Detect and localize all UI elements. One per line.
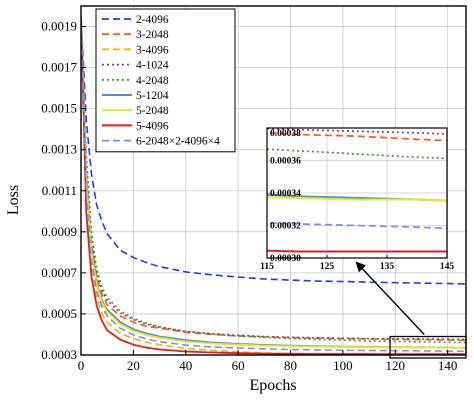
legend: 2-4096 3-2048 3-4096 4-1024 4-2048 5-1204 5-20…	[95, 8, 236, 153]
main-series-lines	[81, 16, 466, 355]
legend-label: 3-4096	[136, 44, 169, 56]
x-axis-title: Epochs	[249, 377, 296, 394]
y-tick-label: 0.0019	[41, 19, 77, 34]
x-tick-label: 100	[333, 358, 353, 373]
legend-label: 5-1204	[136, 90, 169, 102]
inset-x-tick-label: 135	[380, 262, 395, 272]
inset-frame	[266, 127, 448, 259]
y-axis-title: Loss	[5, 185, 22, 215]
x-tick-label: 40	[179, 358, 192, 373]
legend-label: 3-2048	[136, 29, 169, 41]
inset-y-tick-label: 0.00032	[270, 222, 301, 232]
x-tick-label: 80	[284, 358, 297, 373]
series-line	[81, 16, 466, 353]
zoom-region-box	[389, 335, 467, 359]
legend-label: 5-4096	[136, 120, 169, 132]
series-line	[81, 16, 466, 341]
zoom-arrow	[355, 261, 425, 336]
inset-series-line	[267, 148, 447, 160]
x-tick-label: 140	[438, 358, 458, 373]
plot-area-frame	[80, 5, 467, 356]
inset-y-tick-label: 0.00036	[270, 157, 301, 167]
y-tick-label: 0.0017	[41, 60, 77, 75]
series-line	[81, 16, 396, 355]
inset-series-lines	[267, 128, 447, 253]
inset-x-tick-label: 125	[320, 262, 335, 272]
x-tick-label: 20	[127, 358, 140, 373]
legend-label: 4-2048	[136, 75, 169, 87]
y-tick-label: 0.0007	[41, 265, 77, 280]
series-line	[81, 16, 466, 355]
y-tick-label: 0.0013	[41, 142, 77, 157]
inset-y-tick-label: 0.00038	[270, 129, 301, 139]
inset-series-line	[267, 196, 447, 202]
inset-y-tick-label: 0.00030	[270, 254, 301, 264]
inset-x-tick-label: 115	[260, 262, 274, 272]
series-line	[81, 16, 466, 285]
legend-label: 5-2048	[136, 105, 169, 117]
y-tick-label: 0.0005	[41, 306, 77, 321]
inset-x-tick-label: 145	[440, 262, 455, 272]
inset-series-line	[267, 249, 447, 253]
inset-series-line	[267, 128, 447, 135]
y-tick-label: 0.0009	[41, 224, 77, 239]
x-tick-label: 0	[78, 358, 85, 373]
legend-label: 4-1024	[136, 60, 169, 72]
y-tick-label: 0.0015	[41, 101, 77, 116]
inset-axis-ticks: 115 125 135 145 0.00030 0.00032 0.00034 0.00036…	[260, 129, 454, 272]
inset-series-line	[267, 222, 447, 230]
axis-ticks: 0 20 40 60 80 100 120 140 0.0003 0.0005 0.0007 0.00…	[41, 19, 457, 373]
y-tick-label: 0.0011	[42, 183, 77, 198]
inset-y-tick-label: 0.00034	[270, 189, 301, 199]
legend-label: 2-4096	[136, 14, 169, 26]
series-line	[81, 16, 466, 349]
inset-series-line	[267, 132, 447, 142]
y-tick-label: 0.0003	[41, 347, 77, 362]
legend-box	[95, 8, 236, 153]
x-tick-label: 120	[386, 358, 406, 373]
legend-label: 6-2048×2-4096×4	[136, 136, 220, 148]
x-tick-label: 60	[232, 358, 245, 373]
